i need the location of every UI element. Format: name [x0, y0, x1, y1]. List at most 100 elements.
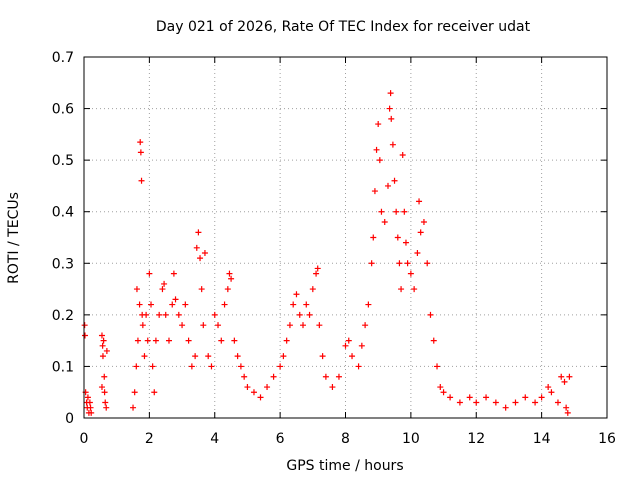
data-point	[286, 322, 293, 329]
y-tick-labels: 0 0.1 0.2 0.3 0.4 0.5 0.6 0.7	[52, 50, 74, 427]
data-point	[257, 394, 264, 401]
data-point	[136, 301, 143, 308]
y-tick-label: 0.3	[52, 256, 74, 272]
data-point	[522, 394, 529, 401]
data-point	[300, 322, 307, 329]
data-point	[162, 311, 169, 318]
data-point	[430, 337, 437, 344]
data-point	[558, 373, 565, 380]
data-point	[138, 177, 145, 184]
data-point	[231, 337, 238, 344]
data-point	[283, 337, 290, 344]
data-point	[548, 389, 555, 396]
grid-lines	[84, 57, 607, 418]
data-point	[228, 275, 235, 282]
data-point	[221, 301, 228, 308]
data-point	[98, 332, 105, 339]
data-point	[362, 322, 369, 329]
data-point	[447, 394, 454, 401]
data-point	[349, 353, 356, 360]
data-point	[404, 260, 411, 267]
data-point	[345, 337, 352, 344]
x-tick-label: 16	[598, 431, 616, 447]
data-point	[368, 260, 375, 267]
data-point	[373, 146, 380, 153]
data-point	[437, 384, 444, 391]
data-point	[394, 234, 401, 241]
data-point	[130, 404, 137, 411]
data-point	[188, 363, 195, 370]
y-tick-label: 0.1	[52, 359, 74, 375]
data-point	[335, 373, 342, 380]
data-point	[401, 208, 408, 215]
data-point	[131, 389, 138, 396]
data-point	[159, 286, 166, 293]
data-point	[427, 311, 434, 318]
data-point	[179, 322, 186, 329]
data-point	[101, 389, 108, 396]
data-point	[133, 363, 140, 370]
data-point	[393, 208, 400, 215]
data-point	[532, 399, 539, 406]
data-point	[205, 353, 212, 360]
data-point	[193, 244, 200, 251]
data-point	[424, 260, 431, 267]
data-point	[396, 260, 403, 267]
data-point	[100, 337, 107, 344]
data-point	[473, 399, 480, 406]
data-point	[151, 389, 158, 396]
data-point	[165, 337, 172, 344]
data-point	[86, 399, 93, 406]
data-point	[152, 337, 159, 344]
data-point	[250, 389, 257, 396]
data-point	[182, 301, 189, 308]
data-point	[378, 208, 385, 215]
x-tick-label: 12	[467, 431, 485, 447]
data-point	[384, 182, 391, 189]
data-point	[399, 151, 406, 158]
data-point	[391, 177, 398, 184]
data-point	[411, 286, 418, 293]
chart-title: Day 021 of 2026, Rate Of TEC Index for r…	[156, 19, 531, 35]
data-points	[81, 90, 573, 416]
y-tick-label: 0.2	[52, 308, 74, 324]
y-tick-label: 0.5	[52, 153, 74, 169]
data-point	[170, 270, 177, 277]
data-point	[99, 342, 106, 349]
data-point	[566, 373, 573, 380]
data-point	[322, 373, 329, 380]
data-point	[264, 384, 271, 391]
y-tick-label: 0.4	[52, 205, 74, 221]
data-point	[420, 219, 427, 226]
data-point	[215, 322, 222, 329]
data-point	[87, 404, 94, 411]
y-tick-label: 0	[65, 411, 74, 427]
x-tick-label: 0	[80, 431, 89, 447]
x-tick-label: 10	[402, 431, 420, 447]
data-point	[381, 219, 388, 226]
data-point	[466, 394, 473, 401]
data-point	[502, 404, 509, 411]
data-point	[280, 353, 287, 360]
data-point	[483, 394, 490, 401]
axis-ticks	[83, 56, 608, 419]
data-point	[545, 384, 552, 391]
data-point	[563, 404, 570, 411]
data-point	[211, 311, 218, 318]
x-tick-label: 14	[533, 431, 551, 447]
data-point	[387, 90, 394, 97]
y-tick-label: 0.6	[52, 102, 74, 118]
data-point	[224, 286, 231, 293]
data-point	[456, 399, 463, 406]
data-point	[313, 270, 320, 277]
data-point	[234, 353, 241, 360]
data-point	[185, 337, 192, 344]
data-point	[244, 384, 251, 391]
x-tick-label: 2	[145, 431, 154, 447]
data-point	[371, 188, 378, 195]
x-tick-label: 8	[341, 431, 350, 447]
data-point	[81, 322, 88, 329]
data-point	[270, 373, 277, 380]
data-point	[146, 270, 153, 277]
data-point	[414, 249, 421, 256]
